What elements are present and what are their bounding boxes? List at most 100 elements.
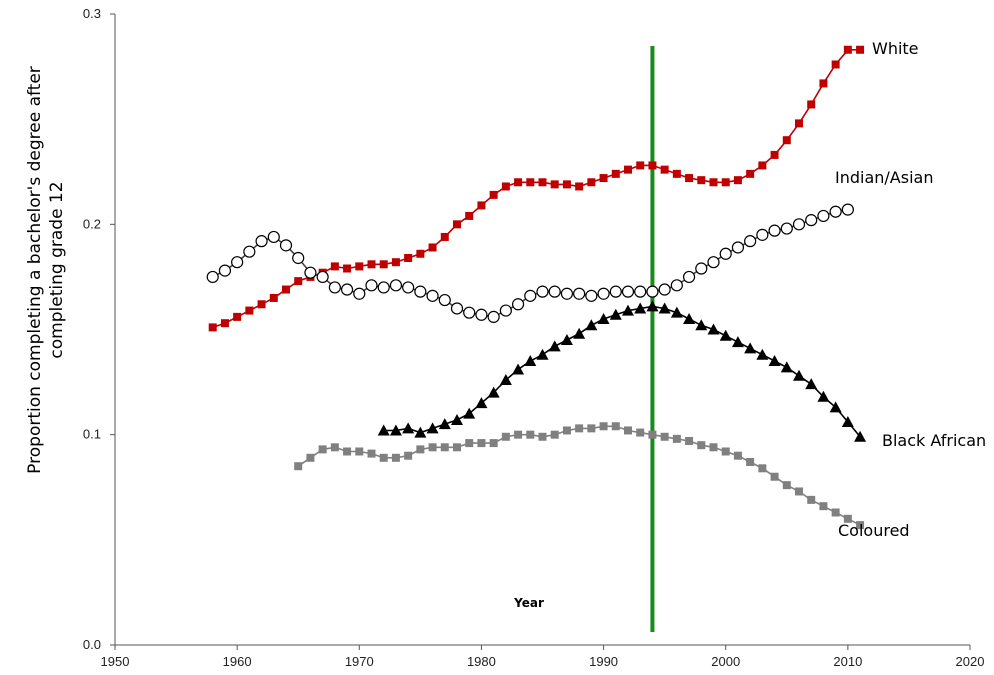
data-point-white xyxy=(440,232,449,241)
data-point-indian-asian xyxy=(377,281,390,294)
data-point-coloured xyxy=(709,443,718,452)
series-white xyxy=(208,45,865,332)
data-point-coloured xyxy=(624,426,632,435)
data-point-black-african xyxy=(805,378,818,390)
data-point-indian-asian xyxy=(634,285,647,298)
data-point-coloured xyxy=(562,426,571,435)
x-tick-label: 1950 xyxy=(101,654,130,669)
data-point-white xyxy=(599,174,608,183)
data-point-white xyxy=(343,264,352,273)
data-point-indian-asian xyxy=(206,270,219,284)
data-point-black-african xyxy=(768,355,781,367)
data-point-white xyxy=(330,262,339,271)
data-point-black-african xyxy=(585,319,598,331)
data-point-indian-asian xyxy=(707,256,720,269)
data-point-white xyxy=(379,260,388,269)
data-point-white xyxy=(245,306,254,315)
data-point-white xyxy=(208,323,217,332)
data-point-coloured xyxy=(416,445,425,454)
series-label-indian-asian: Indian/Asian xyxy=(835,168,933,187)
data-point-white xyxy=(562,180,571,189)
data-point-indian-asian xyxy=(389,279,403,292)
data-point-coloured xyxy=(501,432,510,441)
data-point-white xyxy=(624,165,632,174)
data-point-indian-asian xyxy=(719,247,732,260)
data-point-indian-asian xyxy=(353,287,366,300)
data-point-coloured xyxy=(807,495,816,504)
y-tick-label: 0.1 xyxy=(83,427,101,442)
data-point-coloured xyxy=(318,445,327,454)
data-point-white xyxy=(660,165,669,174)
data-point-black-african xyxy=(560,334,573,346)
data-point-white xyxy=(501,182,510,191)
data-point-black-african xyxy=(646,300,659,312)
series-label-coloured: Coloured xyxy=(838,521,910,540)
series-indian-asian xyxy=(206,203,854,323)
data-point-coloured xyxy=(733,451,742,460)
data-point-indian-asian xyxy=(524,289,537,302)
data-point-indian-asian xyxy=(231,256,244,269)
data-point-black-african xyxy=(597,312,610,324)
data-point-coloured xyxy=(367,449,376,458)
data-point-white xyxy=(416,249,425,258)
data-point-white xyxy=(257,300,266,309)
data-point-indian-asian xyxy=(402,281,415,294)
data-point-indian-asian xyxy=(328,281,341,294)
data-point-coloured xyxy=(782,481,791,490)
data-point-white xyxy=(795,119,803,128)
data-point-white xyxy=(746,169,755,178)
data-point-coloured xyxy=(770,472,779,481)
data-point-indian-asian xyxy=(414,285,427,298)
data-point-black-african xyxy=(622,304,634,316)
y-tick-label: 0.2 xyxy=(83,216,101,231)
data-point-white xyxy=(294,277,303,286)
data-point-white xyxy=(770,150,779,159)
data-point-black-african xyxy=(731,336,744,348)
x-tick-label: 1970 xyxy=(345,654,374,669)
data-point-white xyxy=(550,180,559,189)
data-point-indian-asian xyxy=(573,287,586,300)
data-point-indian-asian xyxy=(585,289,598,302)
data-point-white xyxy=(404,253,413,262)
data-point-white xyxy=(782,136,791,145)
data-point-coloured xyxy=(514,430,523,439)
data-point-black-african xyxy=(487,386,500,398)
axes xyxy=(114,14,970,646)
data-point-white xyxy=(807,100,816,109)
data-point-coloured xyxy=(306,453,315,462)
data-point-coloured xyxy=(636,428,645,437)
data-point-coloured xyxy=(843,514,852,523)
data-point-indian-asian xyxy=(243,245,256,258)
data-point-indian-asian xyxy=(646,285,659,298)
data-point-black-african xyxy=(426,422,439,434)
data-point-coloured xyxy=(819,502,828,511)
data-point-indian-asian xyxy=(499,304,512,317)
data-point-indian-asian xyxy=(511,298,525,311)
data-point-white xyxy=(428,243,437,252)
y-axis-label-line-2: completing grade 12 xyxy=(47,181,67,358)
data-point-coloured xyxy=(795,487,803,496)
series-label-black-african: Black African xyxy=(882,431,986,450)
data-point-black-african xyxy=(634,302,647,314)
data-point-black-african xyxy=(829,401,842,413)
data-point-indian-asian xyxy=(548,285,561,298)
data-point-coloured xyxy=(856,521,865,530)
data-point-black-african xyxy=(756,348,769,360)
data-point-indian-asian xyxy=(792,218,806,231)
x-tick-label: 2000 xyxy=(711,654,740,669)
x-tick-label: 1980 xyxy=(467,654,496,669)
data-point-black-african xyxy=(463,407,476,419)
series-line-black-african xyxy=(383,305,861,438)
data-point-indian-asian xyxy=(438,293,451,307)
data-point-white xyxy=(514,178,523,187)
data-point-black-african xyxy=(475,397,488,409)
data-point-white xyxy=(611,169,620,178)
data-point-black-african xyxy=(695,319,708,331)
x-tick-label: 2010 xyxy=(833,654,862,669)
data-point-coloured xyxy=(538,432,547,441)
data-point-white xyxy=(709,178,718,187)
data-point-indian-asian xyxy=(255,235,268,248)
data-point-coloured xyxy=(697,441,706,450)
data-point-coloured xyxy=(721,447,730,456)
series-black-african xyxy=(377,300,867,442)
